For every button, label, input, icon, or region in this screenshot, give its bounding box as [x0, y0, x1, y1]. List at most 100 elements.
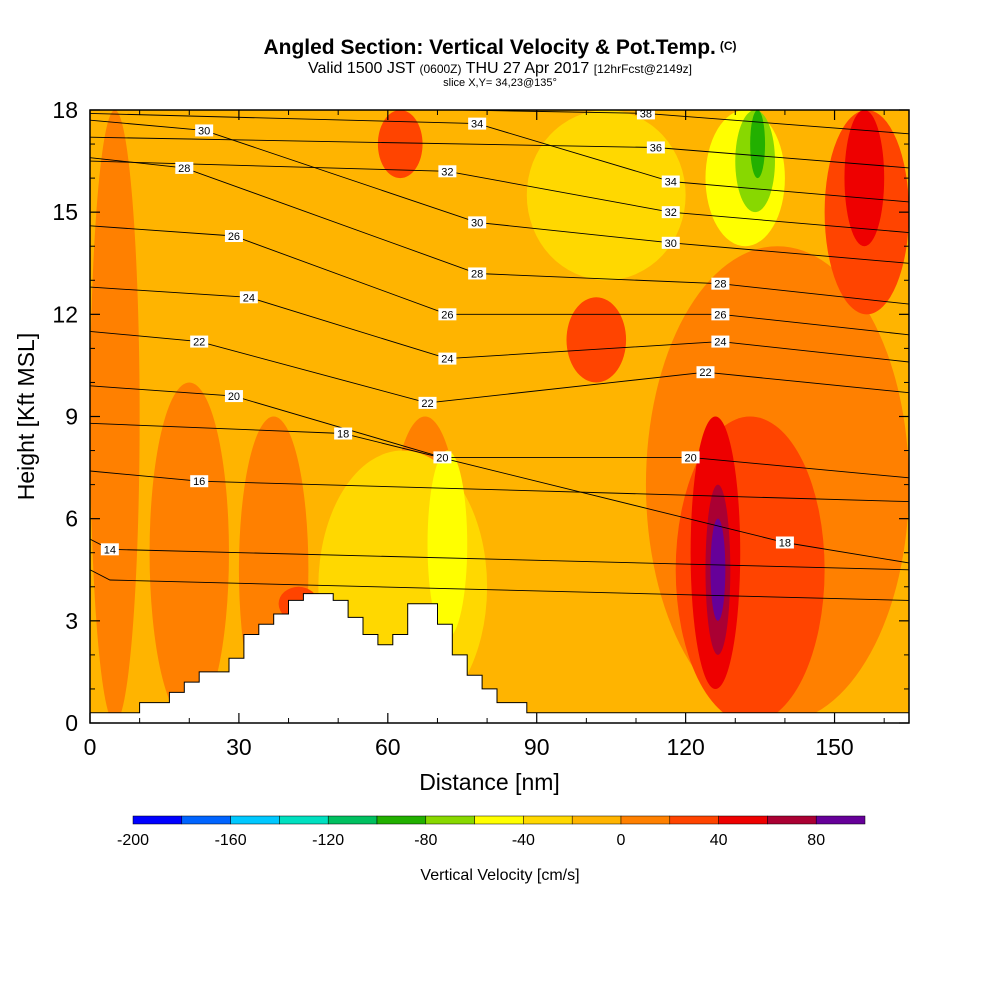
contour-label: 30 — [665, 238, 677, 250]
colorbar-swatch — [669, 815, 719, 825]
colorbar-swatch — [523, 815, 573, 825]
x-tick-label: 60 — [375, 734, 401, 760]
contour-label-box — [468, 267, 487, 280]
velocity-region — [844, 110, 885, 247]
terrain — [90, 593, 909, 723]
contour-label: 22 — [193, 337, 205, 349]
contour-label: 24 — [441, 354, 453, 366]
contour-label: 18 — [337, 429, 349, 441]
y-tick-label: 0 — [65, 710, 78, 736]
y-tick-label: 12 — [52, 301, 78, 327]
valid-time: Valid 1500 JST (0600Z) THU 27 Apr 2017 [… — [308, 60, 692, 77]
colorbar-tick-label: -40 — [512, 832, 535, 849]
x-tick-label: 90 — [524, 734, 550, 760]
contour-label-box — [775, 536, 794, 549]
contour-label: 20 — [228, 391, 240, 403]
isentrope-34 — [90, 112, 909, 203]
colorbar-tick-label: 40 — [710, 832, 728, 849]
contour-label: 32 — [441, 166, 453, 178]
contour-label: 20 — [684, 452, 696, 464]
velocity-region — [750, 110, 766, 179]
contour-label: 28 — [471, 268, 483, 280]
contour-label: 34 — [471, 119, 483, 131]
contour-label-box — [696, 366, 715, 379]
contour-label-box — [418, 396, 437, 409]
y-tick-label: 6 — [65, 506, 78, 532]
contour-label-box — [100, 543, 119, 556]
colorbar-swatch — [571, 815, 622, 825]
isentrope-12 — [90, 569, 909, 601]
contour-label: 28 — [714, 279, 726, 291]
colorbar-tick-label: -160 — [215, 832, 247, 849]
colorbar-swatch — [815, 815, 866, 825]
contour-label: 26 — [714, 309, 726, 321]
velocity-region — [90, 110, 140, 723]
contour-label: 22 — [699, 367, 711, 379]
contour-label-box — [711, 335, 730, 348]
contour-label-box — [468, 216, 487, 229]
colorbar-tick-label: -80 — [414, 832, 437, 849]
velocity-region — [566, 297, 627, 383]
contour-label-box — [438, 308, 457, 321]
contour-label-box — [468, 117, 487, 130]
contour-label-box — [334, 427, 353, 440]
colorbar-swatch — [327, 815, 378, 825]
colorbar-swatch — [181, 815, 231, 825]
colorbar-swatch — [132, 815, 183, 825]
colorbar-swatch — [279, 815, 329, 825]
contour-label: 28 — [178, 163, 190, 175]
contour-label-box — [681, 451, 700, 464]
contour-label: 24 — [714, 337, 726, 349]
contour-label: 32 — [665, 207, 677, 219]
contour-label-box — [190, 475, 209, 488]
colorbar-tick-label: -120 — [312, 832, 344, 849]
x-tick-label: 0 — [84, 734, 97, 760]
contour-label: 22 — [421, 398, 433, 410]
contour-label: 24 — [243, 292, 255, 304]
contour-label: 18 — [779, 538, 791, 550]
contour-label: 26 — [228, 231, 240, 243]
contour-label: 30 — [198, 125, 210, 137]
contour-label-box — [661, 236, 680, 249]
x-axis-label: Distance [nm] — [419, 769, 560, 795]
colorbar-swatch — [230, 815, 280, 825]
y-tick-label: 18 — [52, 97, 78, 123]
contour-label: 14 — [104, 544, 116, 556]
contour-label-box — [175, 161, 194, 174]
contour-label: 34 — [665, 177, 677, 189]
colorbar-swatch — [474, 815, 524, 825]
contour-label-box — [433, 451, 452, 464]
colorbar-swatch — [376, 815, 427, 825]
y-axis-label: Height [Kft MSL] — [13, 333, 39, 500]
contour-label-box — [239, 291, 258, 304]
contour-label-box — [195, 124, 214, 137]
contour-label-box — [438, 352, 457, 365]
x-tick-label: 120 — [666, 734, 704, 760]
velocity-region — [710, 518, 726, 621]
y-tick-label: 15 — [52, 199, 78, 225]
velocity-region — [526, 110, 686, 281]
contour-label: 20 — [436, 452, 448, 464]
slice-info: slice X,Y= 34,23@135° — [443, 77, 557, 89]
contour-label: 16 — [193, 476, 205, 488]
contour-label: 30 — [471, 217, 483, 229]
colorbar-tick-label: 80 — [807, 832, 825, 849]
isentrope-40 — [90, 73, 909, 104]
colorbar-swatch — [767, 815, 817, 825]
contour-label-box — [190, 335, 209, 348]
contour-label: 38 — [640, 108, 652, 120]
colorbar-swatch — [620, 815, 671, 825]
colorbar-swatch — [718, 815, 768, 825]
x-tick-label: 30 — [226, 734, 252, 760]
contour-label-box — [646, 141, 665, 154]
contour-label-box — [711, 308, 730, 321]
x-tick-label: 150 — [815, 734, 853, 760]
colorbar-swatch — [425, 815, 475, 825]
velocity-region — [377, 110, 423, 179]
contour-label-box — [661, 175, 680, 188]
colorbar-tick-label: -200 — [117, 832, 149, 849]
contour-label: 36 — [650, 142, 662, 154]
isentrope-18 — [90, 422, 909, 564]
contour-label: 26 — [441, 309, 453, 321]
